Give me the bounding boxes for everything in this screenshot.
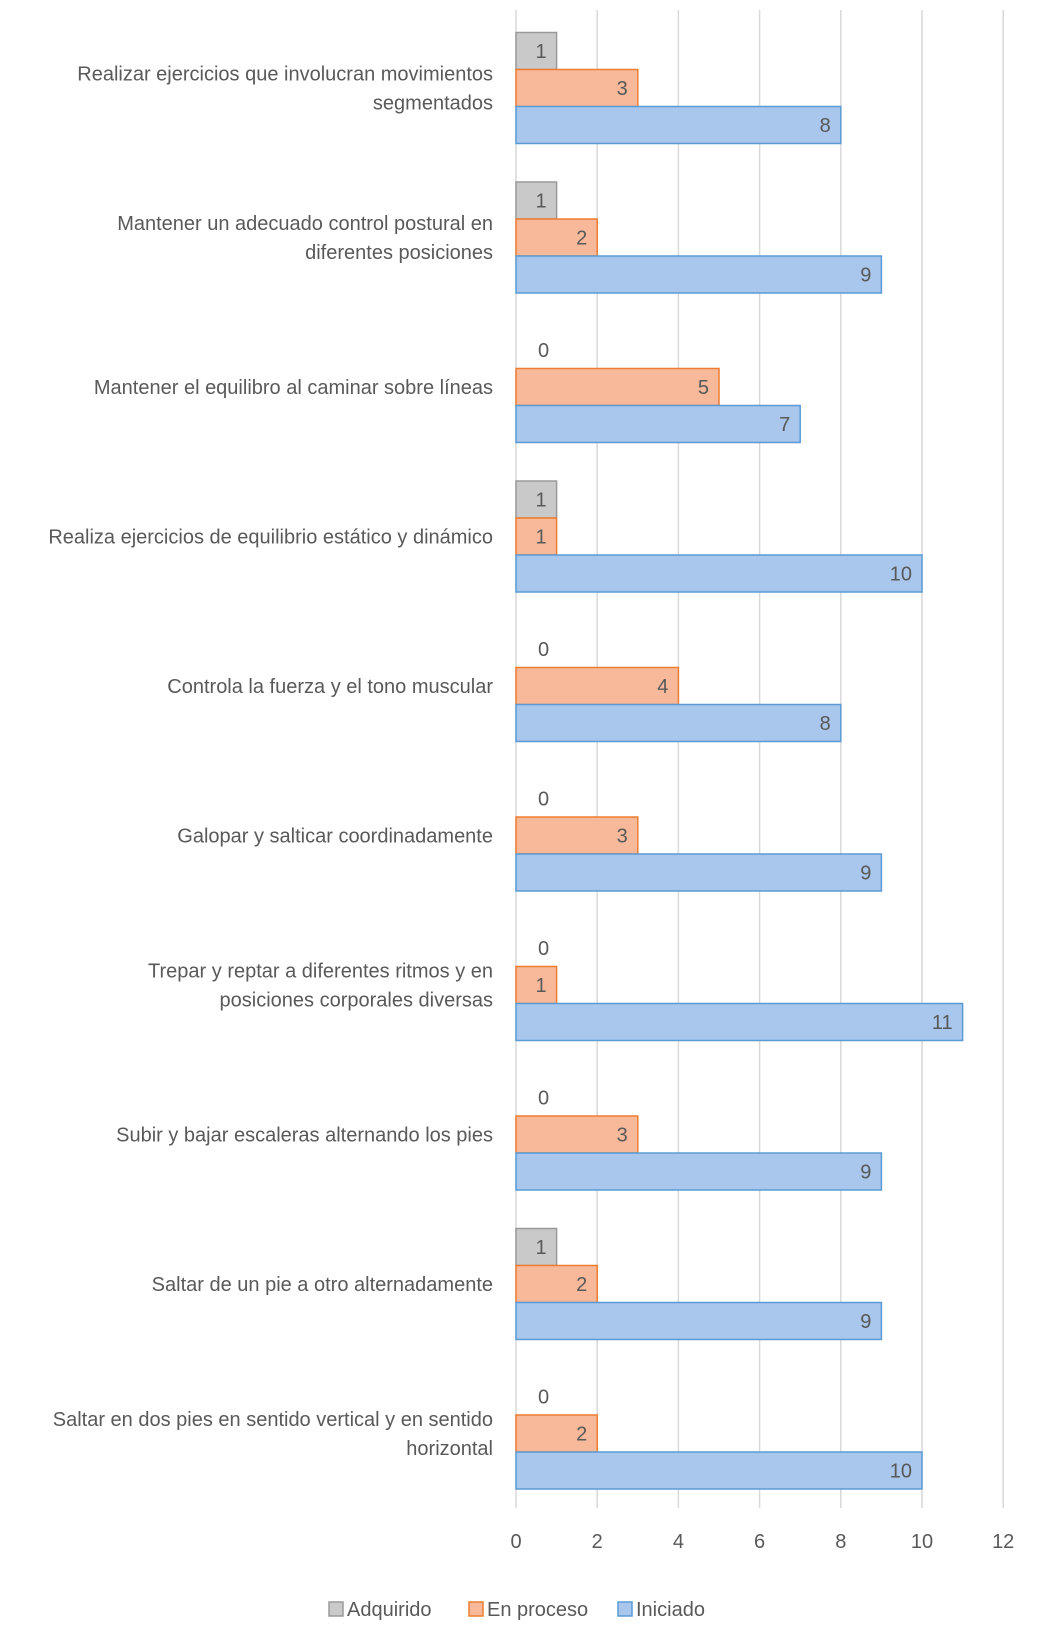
bar-6-1 <box>515 965 558 1005</box>
legend-label-0: Adquirido <box>347 1599 432 1621</box>
bar-8-2 <box>515 1301 883 1341</box>
data-label-4-1: 4 <box>657 676 668 698</box>
data-label-9-1: 2 <box>576 1424 587 1446</box>
category-label-0-line-0: Realizar ejercicios que involucran movim… <box>77 64 493 86</box>
x-tick-label-4: 8 <box>835 1531 846 1553</box>
legend-label-2: Iniciado <box>636 1599 705 1621</box>
bar-9-1 <box>515 1414 598 1453</box>
data-label-7-1: 3 <box>617 1125 628 1147</box>
bar-0-1 <box>515 68 639 108</box>
bar-8-1 <box>515 1264 598 1304</box>
data-label-2-0: 0 <box>538 340 549 362</box>
data-label-1-0: 1 <box>535 191 546 213</box>
bar-3-0 <box>515 480 558 519</box>
data-label-8-0: 1 <box>535 1237 546 1259</box>
bar-2-1 <box>515 367 720 407</box>
data-label-8-2: 9 <box>860 1311 871 1333</box>
data-label-4-0: 0 <box>538 639 549 661</box>
bar-8-0 <box>515 1227 558 1267</box>
data-label-2-1: 5 <box>698 377 709 399</box>
data-label-4-2: 8 <box>820 713 831 735</box>
bar-7-2 <box>515 1152 883 1191</box>
bar-4-2 <box>515 703 842 743</box>
category-label-1-line-1: diferentes posiciones <box>305 242 493 264</box>
legend-label-1: En proceso <box>487 1599 588 1621</box>
bar-0-2 <box>515 105 842 145</box>
category-label-5-line-0: Galopar y salticar coordinadamente <box>177 826 493 848</box>
data-label-3-0: 1 <box>535 490 546 512</box>
bar-3-2 <box>515 554 923 593</box>
x-tick-label-0: 0 <box>510 1531 521 1553</box>
data-label-6-2: 11 <box>932 1012 953 1034</box>
category-label-1-line-0: Mantener un adecuado control postural en <box>117 213 493 235</box>
category-label-8-line-0: Saltar de un pie a otro alternadamente <box>152 1274 493 1296</box>
category-label-7-line-0: Subir y bajar escaleras alternando los p… <box>116 1125 493 1147</box>
bar-5-2 <box>515 853 883 892</box>
data-label-0-2: 8 <box>820 115 831 137</box>
data-label-3-1: 1 <box>535 527 546 549</box>
data-label-5-1: 3 <box>617 826 628 848</box>
category-label-9-line-0: Saltar en dos pies en sentido vertical y… <box>53 1409 493 1431</box>
category-labels: Realizar ejercicios que involucran movim… <box>48 64 493 1461</box>
data-label-1-2: 9 <box>860 265 871 287</box>
x-tick-label-3: 6 <box>754 1531 765 1553</box>
data-label-1-1: 2 <box>576 228 587 250</box>
legend: Adquirido En proceso Iniciado <box>328 1599 705 1621</box>
data-label-5-0: 0 <box>538 789 549 811</box>
bar-4-1 <box>515 666 680 706</box>
category-label-0-line-1: segmentados <box>373 93 493 115</box>
data-label-5-2: 9 <box>860 863 871 885</box>
category-label-6-line-0: Trepar y reptar a diferentes ritmos y en <box>148 961 493 983</box>
x-tick-label-2: 4 <box>673 1531 684 1553</box>
bar-5-1 <box>515 816 639 855</box>
data-label-2-2: 7 <box>779 414 790 436</box>
bar-2-2 <box>515 404 801 444</box>
data-label-3-2: 10 <box>890 564 912 586</box>
data-label-9-0: 0 <box>538 1387 549 1409</box>
x-axis-tick-labels: 0 2 4 6 8 10 12 <box>510 1531 1014 1553</box>
bar-3-1 <box>515 517 558 556</box>
category-label-3-line-0: Realiza ejercicios de equilibrio estátic… <box>48 527 493 549</box>
x-tick-label-6: 12 <box>992 1531 1014 1553</box>
data-label-7-0: 0 <box>538 1088 549 1110</box>
bar-1-0 <box>515 181 558 220</box>
category-label-6-line-1: posiciones corporales diversas <box>220 990 493 1012</box>
data-label-0-0: 1 <box>535 41 546 63</box>
bar-6-2 <box>515 1002 964 1042</box>
bar-1-2 <box>515 255 883 294</box>
legend-swatch-1 <box>468 1601 484 1617</box>
legend-swatch-2 <box>617 1601 633 1617</box>
category-label-4-line-0: Controla la fuerza y el tono muscular <box>167 676 493 698</box>
x-tick-label-1: 2 <box>592 1531 603 1553</box>
bar-9-2 <box>515 1451 923 1490</box>
data-label-0-1: 3 <box>617 78 628 100</box>
data-label-8-1: 2 <box>576 1274 587 1296</box>
data-label-6-0: 0 <box>538 938 549 960</box>
data-label-9-2: 10 <box>890 1461 912 1483</box>
data-label-6-1: 1 <box>535 975 546 997</box>
x-tick-label-5: 10 <box>911 1531 933 1553</box>
category-label-9-line-1: horizontal <box>406 1438 493 1460</box>
legend-swatch-0 <box>328 1601 344 1617</box>
data-label-7-2: 9 <box>860 1162 871 1184</box>
category-label-2-line-0: Mantener el equilibro al caminar sobre l… <box>94 377 493 399</box>
